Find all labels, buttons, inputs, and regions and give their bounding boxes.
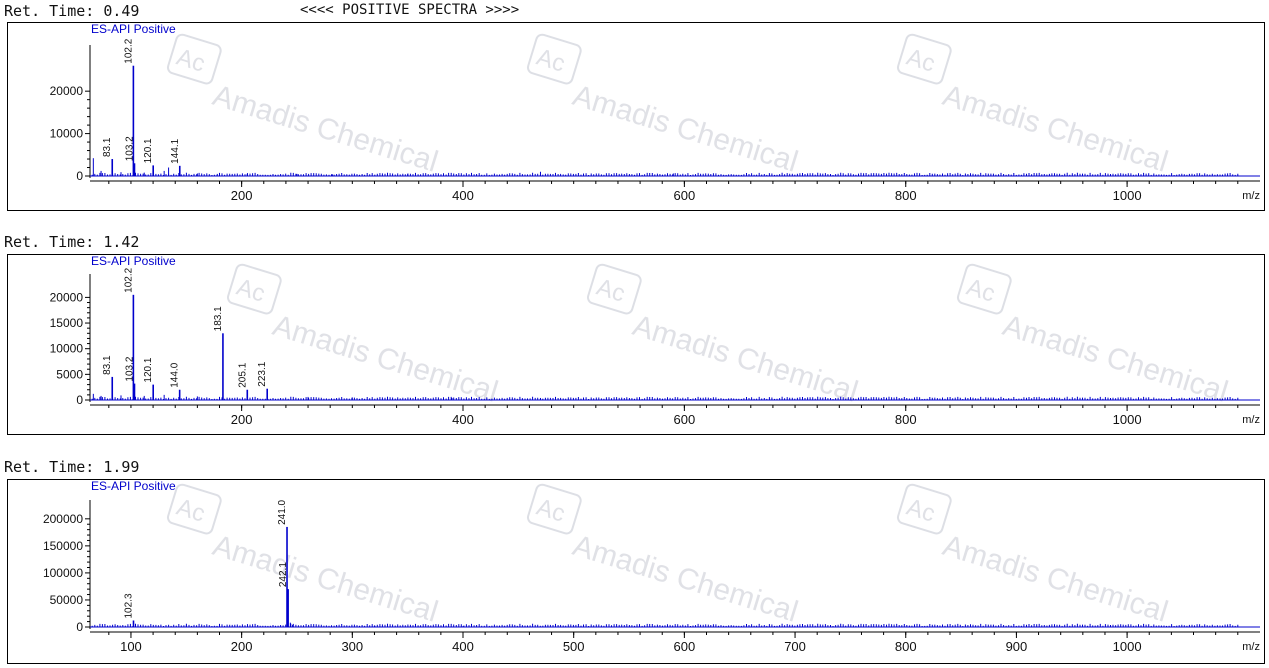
x-axis-label: m/z <box>1242 190 1260 202</box>
x-tick-label: 1000 <box>1113 639 1142 654</box>
y-tick-label: 0 <box>76 169 83 183</box>
peak-label: 102.3 <box>123 593 134 618</box>
peak-label: 102.2 <box>123 38 134 63</box>
x-tick-label: 1000 <box>1113 188 1142 203</box>
y-tick-label: 15000 <box>50 316 84 330</box>
noise-trace <box>91 396 1239 400</box>
peak-label: 103.2 <box>124 136 135 161</box>
peak-label: 183.1 <box>213 306 224 331</box>
retention-time-header-3: Ret. Time: 1.99 <box>4 458 140 476</box>
peak-label: 144.1 <box>170 138 181 163</box>
peak-label: 120.1 <box>143 357 154 382</box>
ionization-mode-label: ES-API Positive <box>91 254 176 268</box>
x-tick-label: 600 <box>674 188 696 203</box>
spectrum-chart-3: 0 50000 100000 150000 200000 102.3 241.0 242.1 1… <box>43 499 1260 654</box>
spectrum-chart-2: 0 5000 10000 15000 20000 83.1 102.2 103.2 120.1 1… <box>50 267 1260 427</box>
x-tick-label: 100 <box>120 639 142 654</box>
x-tick-label: 200 <box>231 412 253 427</box>
peak-label: 242.1 <box>278 562 289 587</box>
peak-label: 241.0 <box>277 499 288 524</box>
noise-trace <box>91 172 1239 176</box>
x-axis-label: m/z <box>1242 641 1260 653</box>
y-tick-label: 5000 <box>56 367 83 381</box>
y-tick-label: 150000 <box>43 539 83 553</box>
spectra-banner: <<<< POSITIVE SPECTRA >>>> <box>300 2 520 18</box>
y-tick-label: 20000 <box>50 290 84 304</box>
x-tick-label: 600 <box>674 412 696 427</box>
x-tick-label: 400 <box>452 412 474 427</box>
y-tick-label: 20000 <box>50 84 84 98</box>
peak-label: 144.0 <box>170 362 181 387</box>
y-tick-label: 200000 <box>43 512 83 526</box>
spectrum-panel-2: ES-API Positive 0 5000 10000 15000 20000 83.1… <box>7 254 1265 435</box>
x-tick-label: 700 <box>784 639 806 654</box>
noise-trace <box>91 623 1239 627</box>
x-tick-label: 400 <box>452 188 474 203</box>
spectrum-panel-1: ES-API Positive 0 10000 20000 83.1 102.2 103.… <box>7 22 1265 211</box>
x-tick-label: 600 <box>674 639 696 654</box>
x-tick-label: 200 <box>231 188 253 203</box>
peak-label: 103.2 <box>124 356 135 381</box>
x-axis-label: m/z <box>1242 414 1260 426</box>
y-tick-label: 10000 <box>50 127 84 141</box>
x-tick-label: 400 <box>452 639 474 654</box>
y-tick-label: 50000 <box>50 593 84 607</box>
x-tick-label: 300 <box>341 639 363 654</box>
spectrum-chart-1: 0 10000 20000 83.1 102.2 103.2 120.1 144.1 200 40… <box>50 38 1260 203</box>
ionization-mode-label: ES-API Positive <box>91 479 176 493</box>
x-tick-label: 200 <box>231 639 253 654</box>
x-tick-label: 1000 <box>1113 412 1142 427</box>
x-tick-label: 800 <box>895 188 917 203</box>
peak-label: 120.1 <box>143 138 154 163</box>
ionization-mode-label: ES-API Positive <box>91 22 176 36</box>
retention-time-header-1: Ret. Time: 0.49 <box>4 2 140 20</box>
retention-time-header-2: Ret. Time: 1.42 <box>4 233 140 251</box>
y-tick-label: 10000 <box>50 342 84 356</box>
peak-label: 205.1 <box>237 362 248 387</box>
peak-label: 83.1 <box>102 355 113 375</box>
x-tick-label: 800 <box>895 412 917 427</box>
peak-label: 102.2 <box>123 267 134 292</box>
x-tick-label: 800 <box>895 639 917 654</box>
y-tick-label: 0 <box>76 393 83 407</box>
x-tick-label: 900 <box>1006 639 1028 654</box>
peak-label: 223.1 <box>257 361 268 386</box>
spectrum-panel-3: ES-API Positive 0 50000 100000 150000 200000… <box>7 479 1265 664</box>
x-tick-label: 500 <box>563 639 585 654</box>
peak-label: 83.1 <box>102 137 113 157</box>
y-tick-label: 100000 <box>43 566 83 580</box>
y-tick-label: 0 <box>76 620 83 634</box>
